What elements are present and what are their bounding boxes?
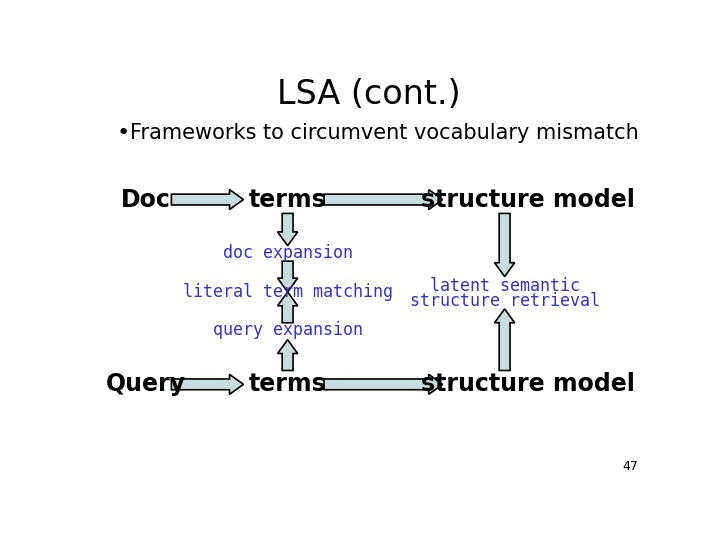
Text: •: • [117, 123, 130, 143]
Polygon shape [171, 190, 243, 210]
Text: 47: 47 [623, 460, 639, 473]
Polygon shape [277, 261, 297, 292]
Text: literal term matching: literal term matching [183, 283, 392, 301]
Text: structure model: structure model [421, 373, 635, 396]
Polygon shape [324, 190, 443, 210]
Polygon shape [277, 213, 297, 246]
Text: LSA (cont.): LSA (cont.) [277, 78, 461, 111]
Polygon shape [277, 340, 297, 370]
Polygon shape [171, 374, 243, 394]
Text: Query: Query [106, 373, 186, 396]
Polygon shape [495, 309, 515, 370]
Polygon shape [324, 374, 443, 394]
Text: terms: terms [248, 373, 326, 396]
Text: terms: terms [248, 187, 326, 212]
Text: Doc: Doc [121, 187, 171, 212]
Text: Frameworks to circumvent vocabulary mismatch: Frameworks to circumvent vocabulary mism… [130, 123, 639, 143]
Text: latent semantic: latent semantic [430, 277, 580, 295]
Text: structure retrieval: structure retrieval [410, 292, 600, 310]
Polygon shape [495, 213, 515, 276]
Text: query expansion: query expansion [212, 321, 363, 340]
Text: doc expansion: doc expansion [222, 245, 353, 262]
Polygon shape [277, 292, 297, 323]
Text: structure model: structure model [421, 187, 635, 212]
